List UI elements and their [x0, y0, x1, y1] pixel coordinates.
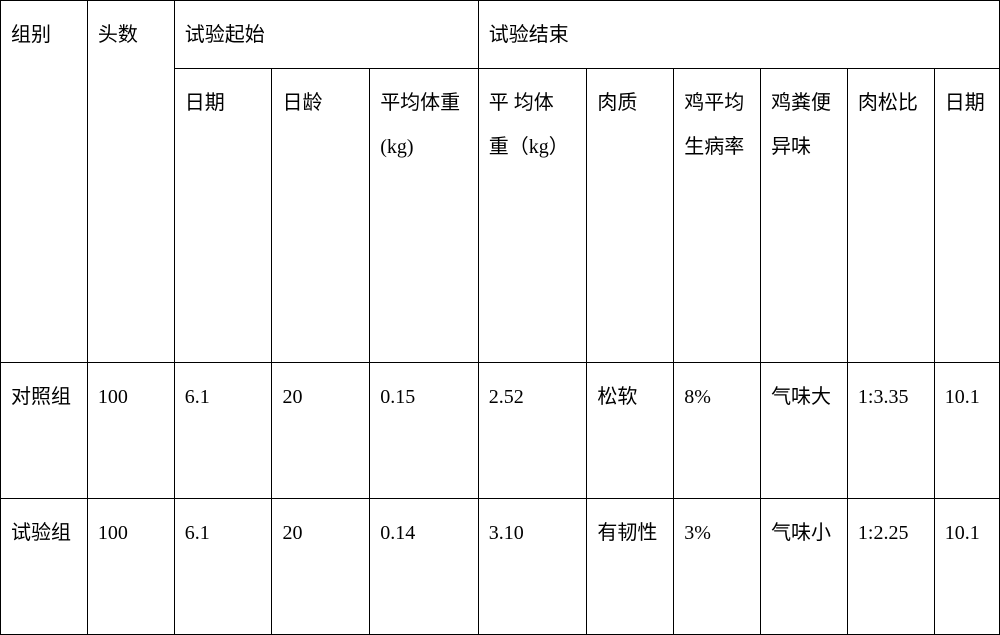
table-row: 试验组 100 6.1 20 0.14 3.10 有韧性 3% 气味小 1:2.… [1, 498, 1000, 634]
th-start-age: 日龄 [272, 69, 370, 362]
cell-meat-quality: 有韧性 [587, 498, 674, 634]
th-group: 组别 [1, 1, 88, 363]
cell-meat-ratio: 1:2.25 [847, 498, 934, 634]
th-count: 头数 [87, 1, 174, 363]
experiment-table: 组别 头数 试验起始 试验结束 日期 日龄 平均体重(kg) 平 均体 重（kg… [0, 0, 1000, 635]
cell-start-date: 6.1 [174, 362, 272, 498]
th-end-weight: 平 均体 重（kg） [478, 69, 587, 362]
cell-sick-rate: 8% [674, 362, 761, 498]
cell-age: 20 [272, 498, 370, 634]
th-feces-odor: 鸡粪便异味 [761, 69, 848, 362]
th-start-weight: 平均体重(kg) [370, 69, 479, 362]
cell-meat-ratio: 1:3.35 [847, 362, 934, 498]
cell-age: 20 [272, 362, 370, 498]
table-header-row-1: 组别 头数 试验起始 试验结束 [1, 1, 1000, 69]
cell-feces-odor: 气味大 [761, 362, 848, 498]
th-meat-ratio: 肉松比 [847, 69, 934, 362]
cell-count: 100 [87, 498, 174, 634]
cell-group: 试验组 [1, 498, 88, 634]
th-start-date: 日期 [174, 69, 272, 362]
cell-end-date: 10.1 [934, 362, 999, 498]
cell-start-weight: 0.14 [370, 498, 479, 634]
cell-end-date: 10.1 [934, 498, 999, 634]
cell-group: 对照组 [1, 362, 88, 498]
cell-count: 100 [87, 362, 174, 498]
cell-end-weight: 3.10 [478, 498, 587, 634]
th-start-span: 试验起始 [174, 1, 478, 69]
table-row: 对照组 100 6.1 20 0.15 2.52 松软 8% 气味大 1:3.3… [1, 362, 1000, 498]
cell-meat-quality: 松软 [587, 362, 674, 498]
cell-start-weight: 0.15 [370, 362, 479, 498]
cell-end-weight: 2.52 [478, 362, 587, 498]
cell-start-date: 6.1 [174, 498, 272, 634]
th-end-date: 日期 [934, 69, 999, 362]
data-table-container: 组别 头数 试验起始 试验结束 日期 日龄 平均体重(kg) 平 均体 重（kg… [0, 0, 1000, 635]
cell-sick-rate: 3% [674, 498, 761, 634]
th-end-span: 试验结束 [478, 1, 999, 69]
th-meat-quality: 肉质 [587, 69, 674, 362]
th-sick-rate: 鸡平均生病率 [674, 69, 761, 362]
cell-feces-odor: 气味小 [761, 498, 848, 634]
